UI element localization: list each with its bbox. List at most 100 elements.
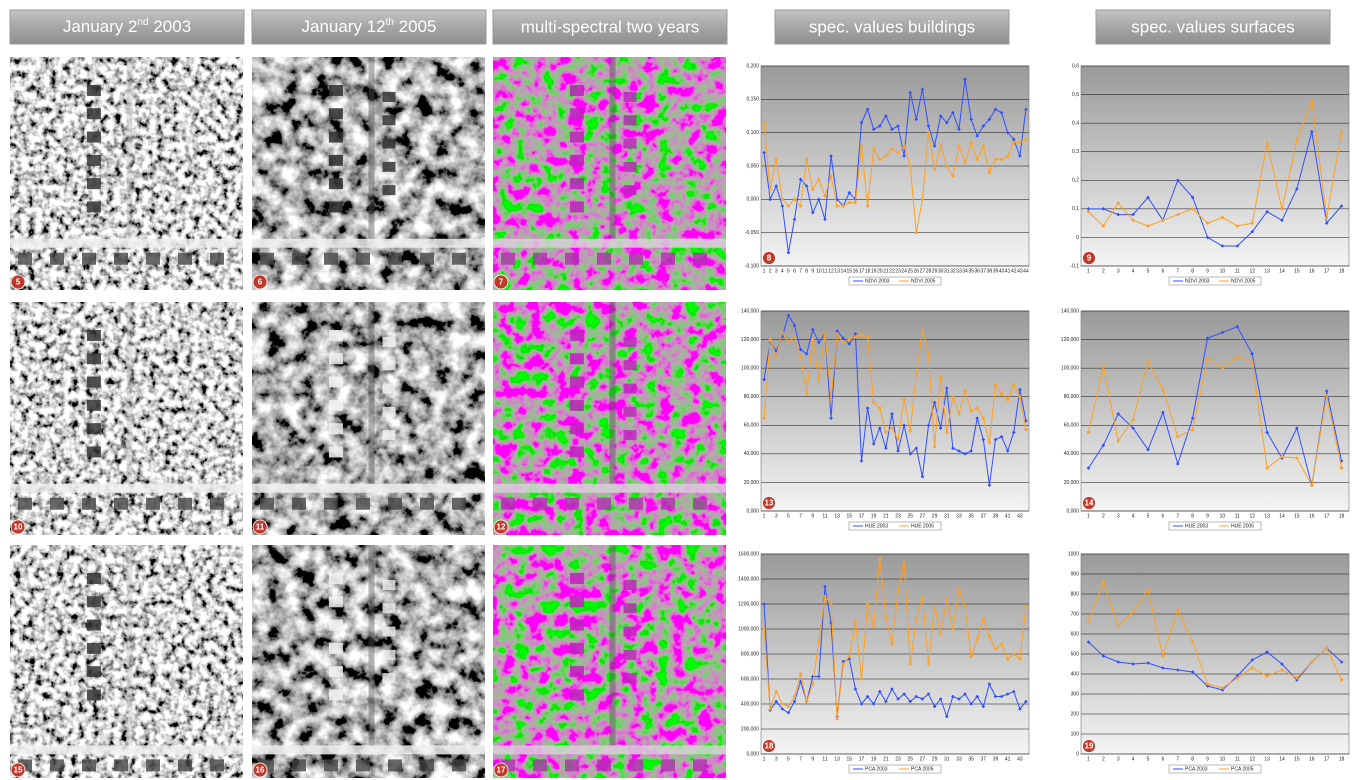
legend-label: NDVI 2005 — [1231, 278, 1256, 284]
road — [493, 745, 726, 754]
x-tick-label: 13 — [1264, 513, 1270, 519]
x-tick-label: 4 — [1132, 513, 1135, 519]
marker — [951, 628, 954, 631]
x-tick-label: 44 — [1023, 268, 1029, 274]
marker — [884, 431, 887, 434]
marker — [1206, 683, 1209, 686]
house — [565, 759, 579, 771]
marker — [970, 410, 973, 413]
house — [420, 253, 434, 265]
road — [493, 484, 726, 493]
marker — [854, 335, 857, 338]
marker — [1295, 677, 1298, 680]
building — [87, 666, 101, 677]
marker — [1018, 395, 1021, 398]
x-tick-label: 29 — [932, 268, 938, 274]
building — [87, 596, 101, 607]
building — [623, 337, 636, 347]
marker — [866, 335, 869, 338]
marker — [921, 330, 924, 333]
house — [565, 253, 579, 265]
x-tick-label: 12 — [828, 268, 834, 274]
house — [146, 759, 160, 771]
building — [382, 337, 395, 347]
x-tick-label: 9 — [1206, 513, 1209, 519]
image-panel: 10 — [10, 302, 243, 535]
marker — [897, 151, 900, 154]
marker — [842, 341, 845, 344]
x-tick-label: 17 — [1324, 756, 1330, 762]
legend-label: PCA 2005 — [911, 766, 934, 772]
x-tick-label: 42 — [1011, 268, 1017, 274]
marker — [1117, 440, 1120, 443]
marker — [1117, 625, 1120, 628]
x-tick-label: 14 — [1279, 268, 1285, 274]
building — [87, 689, 101, 700]
marker — [775, 158, 778, 161]
marker — [1310, 661, 1313, 664]
x-tick-label: 7 — [1176, 513, 1179, 519]
marker — [1176, 435, 1179, 438]
y-tick-label: -0,1 — [1070, 263, 1079, 269]
x-tick-label: 12 — [1249, 756, 1255, 762]
building — [87, 178, 101, 189]
header-text: January 12 — [301, 17, 385, 36]
x-tick-label: 8 — [1191, 756, 1194, 762]
x-tick-label: 16 — [1309, 268, 1315, 274]
road — [10, 239, 243, 248]
header-sup: nd — [138, 17, 149, 28]
house — [82, 498, 96, 510]
marker — [1176, 609, 1179, 612]
x-tick-label: 10 — [816, 268, 822, 274]
x-tick-label: 3 — [1117, 513, 1120, 519]
marker — [1147, 589, 1150, 592]
building — [570, 377, 584, 388]
chart-number: 8 — [767, 254, 772, 263]
x-tick-label: 3 — [1117, 268, 1120, 274]
marker — [1102, 581, 1105, 584]
x-tick-label: 11 — [1235, 268, 1240, 274]
marker — [927, 352, 930, 355]
marker — [976, 638, 979, 641]
page: January 2nd 2003 January 12th 2005 multi… — [0, 0, 1353, 780]
building — [382, 185, 395, 195]
x-tick-label: 5 — [787, 756, 790, 762]
x-tick-label: 3 — [775, 513, 778, 519]
house — [452, 498, 466, 510]
x-tick-label: 17 — [859, 513, 865, 519]
marker — [1206, 222, 1209, 225]
building — [87, 330, 101, 341]
building — [623, 650, 636, 660]
y-tick-label: 800,000 — [741, 651, 759, 657]
header-text: 2003 — [149, 17, 192, 36]
x-tick-label: 41 — [1005, 756, 1011, 762]
building — [329, 178, 343, 189]
house — [146, 498, 160, 510]
y-tick-label: 0,5 — [1072, 92, 1079, 98]
y-tick-label: 0,050 — [746, 163, 759, 169]
x-tick-label: 35 — [968, 268, 974, 274]
building — [87, 132, 101, 143]
house — [693, 498, 707, 510]
marker — [793, 695, 796, 698]
marker — [1191, 428, 1194, 431]
house — [388, 253, 402, 265]
building — [623, 580, 636, 590]
building — [329, 689, 343, 700]
x-tick-label: 37 — [981, 268, 987, 274]
figure: January 2nd 2003 January 12th 2005 multi… — [0, 0, 1353, 780]
x-tick-label: 9 — [811, 513, 814, 519]
house — [178, 759, 192, 771]
house — [82, 759, 96, 771]
x-tick-label: 9 — [1206, 268, 1209, 274]
x-tick-label: 18 — [1339, 513, 1345, 519]
marker — [1006, 658, 1009, 661]
marker — [872, 401, 875, 404]
marker — [976, 158, 979, 161]
house — [260, 253, 274, 265]
marker — [799, 205, 802, 208]
marker — [982, 618, 985, 621]
marker — [927, 663, 930, 666]
y-tick-label: 0,000 — [746, 508, 759, 514]
building — [382, 115, 395, 125]
